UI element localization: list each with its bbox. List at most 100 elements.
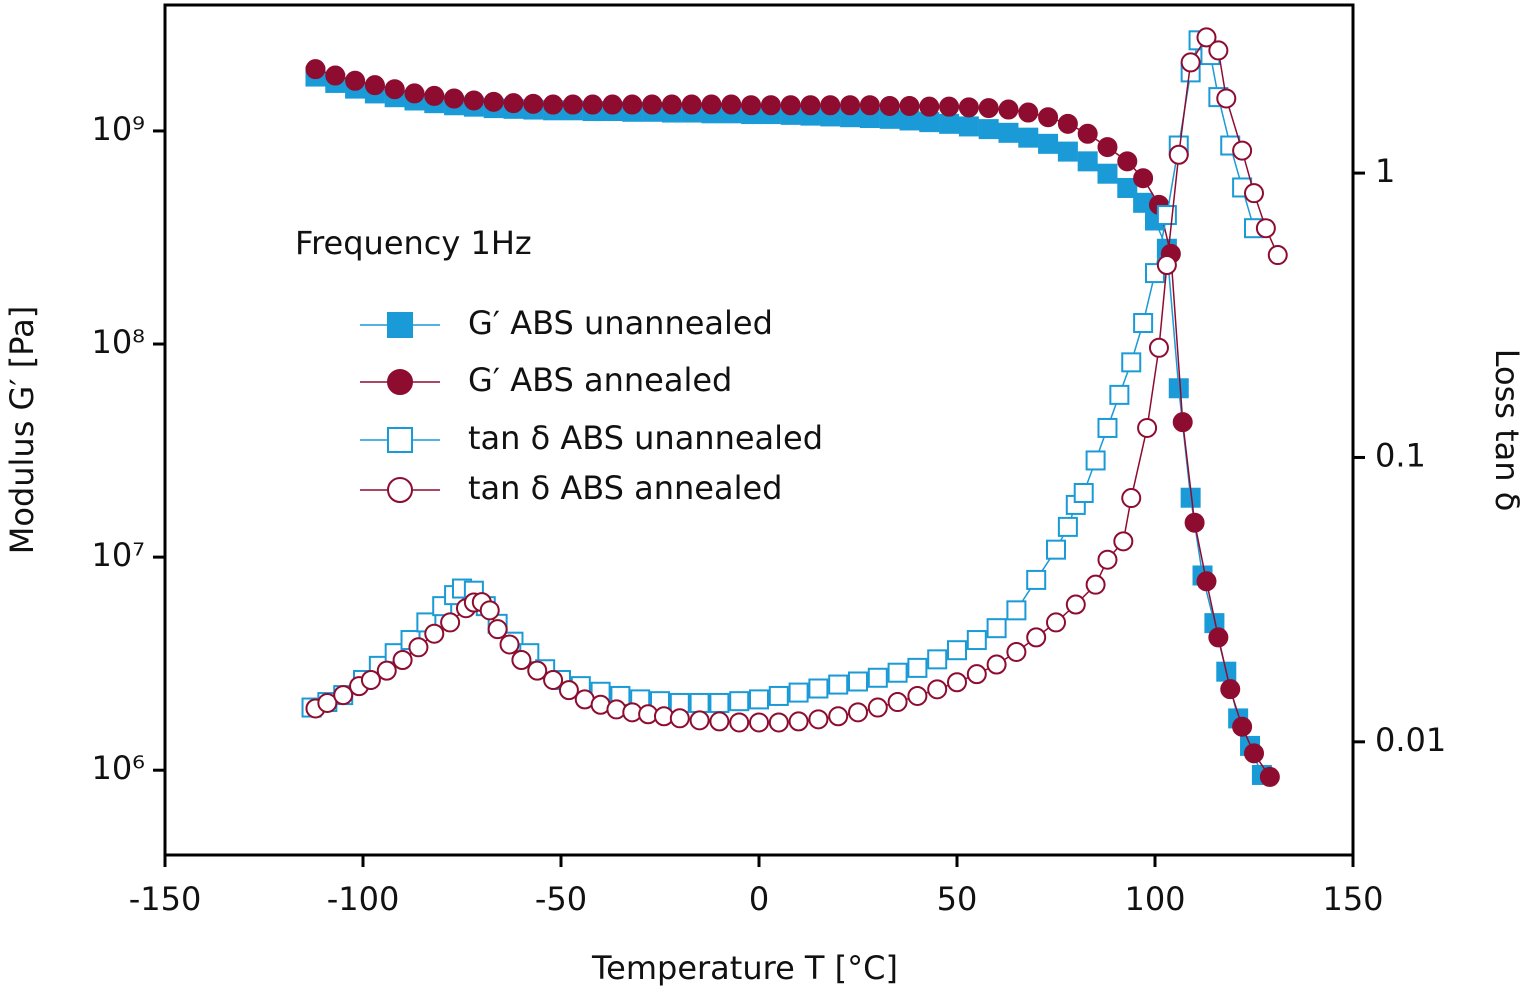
marker <box>669 708 690 729</box>
marker <box>1180 52 1201 73</box>
marker <box>424 85 445 106</box>
marker <box>622 94 643 115</box>
legend-marker <box>387 369 413 395</box>
marker <box>1121 352 1142 373</box>
marker <box>511 649 532 670</box>
marker <box>780 95 801 116</box>
y2-axis-label: Loss tan δ <box>1488 349 1526 512</box>
marker <box>1113 531 1134 552</box>
marker <box>729 691 750 712</box>
marker <box>1085 450 1106 471</box>
marker <box>709 692 730 713</box>
x-axis-label: Temperature T [°C] <box>591 949 898 987</box>
y-tick-label: 10⁷ <box>91 536 145 574</box>
annotation: Frequency 1Hz <box>295 224 532 262</box>
marker <box>749 689 769 710</box>
y-tick-label: 10⁹ <box>91 110 145 148</box>
marker <box>1097 549 1118 570</box>
marker <box>1097 163 1118 184</box>
marker <box>978 98 999 119</box>
marker <box>503 93 524 114</box>
marker <box>1018 127 1039 148</box>
marker <box>1006 641 1027 662</box>
legend-label: G′ ABS unannealed <box>468 304 773 342</box>
marker <box>1244 743 1264 764</box>
marker <box>966 630 987 651</box>
marker <box>384 79 405 100</box>
marker <box>859 95 880 116</box>
marker <box>848 671 868 692</box>
marker <box>364 75 385 96</box>
marker <box>768 685 789 706</box>
marker <box>947 640 967 661</box>
marker <box>1085 574 1106 595</box>
marker <box>404 83 425 104</box>
marker <box>919 96 940 117</box>
y-axis-label: Modulus G′ [Pa] <box>3 306 41 554</box>
series-line <box>315 36 1279 724</box>
marker <box>907 657 928 678</box>
marker <box>887 692 908 713</box>
marker <box>1156 255 1177 276</box>
marker <box>887 662 908 683</box>
marker <box>808 709 829 730</box>
marker <box>1208 627 1229 648</box>
marker <box>1046 539 1066 560</box>
marker <box>1077 123 1098 144</box>
marker <box>424 623 445 644</box>
marker <box>927 679 948 700</box>
marker <box>899 95 920 116</box>
marker <box>978 119 999 140</box>
marker <box>499 634 520 655</box>
marker <box>709 711 730 732</box>
marker <box>800 95 821 116</box>
marker <box>689 710 710 731</box>
y2-tick-label: 1 <box>1375 152 1395 190</box>
legend-marker <box>387 312 413 338</box>
marker <box>487 619 508 640</box>
marker <box>1232 716 1253 737</box>
marker <box>907 685 928 706</box>
marker <box>1184 512 1205 533</box>
marker <box>867 697 888 718</box>
marker <box>840 95 861 116</box>
marker <box>729 712 750 733</box>
marker <box>986 618 1007 639</box>
marker <box>325 65 346 86</box>
marker <box>543 94 564 115</box>
marker <box>440 612 461 633</box>
marker <box>543 669 564 690</box>
marker <box>1196 27 1217 48</box>
x-tick-label: -100 <box>327 880 400 918</box>
marker <box>1018 102 1039 123</box>
y2-tick-label: 0.01 <box>1375 721 1446 759</box>
marker <box>947 672 967 693</box>
marker <box>1196 571 1217 592</box>
marker <box>867 667 888 688</box>
marker <box>820 95 841 116</box>
marker <box>1057 113 1078 134</box>
marker <box>1133 168 1154 189</box>
marker <box>1026 627 1047 648</box>
marker <box>479 600 500 621</box>
marker <box>1267 245 1288 266</box>
marker <box>721 94 742 115</box>
legend-label: tan δ ABS unannealed <box>468 419 823 457</box>
marker <box>345 70 366 91</box>
marker <box>788 711 809 732</box>
marker <box>1121 488 1142 509</box>
marker <box>1133 313 1154 334</box>
legend-label: G′ ABS annealed <box>468 361 732 399</box>
marker <box>1232 140 1253 161</box>
marker <box>1137 417 1158 438</box>
marker <box>661 94 682 115</box>
marker <box>701 94 722 115</box>
x-tick-label: 100 <box>1124 880 1185 918</box>
marker <box>1216 88 1237 109</box>
marker <box>527 660 548 681</box>
x-tick-label: 0 <box>749 880 769 918</box>
y-tick-label: 10⁸ <box>91 323 145 361</box>
x-tick-label: -150 <box>129 880 202 918</box>
marker <box>1077 151 1098 172</box>
